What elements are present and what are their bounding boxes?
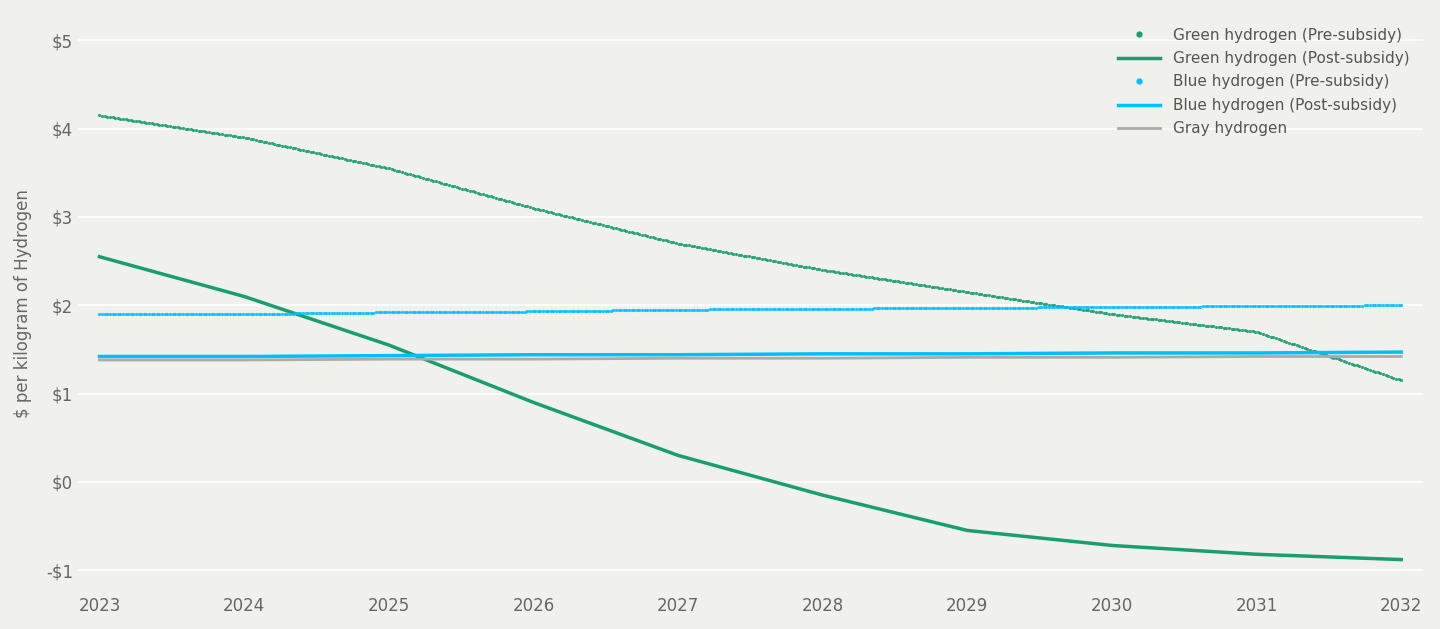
- Legend: Green hydrogen (Pre-subsidy), Green hydrogen (Post-subsidy), Blue hydrogen (Pre-: Green hydrogen (Pre-subsidy), Green hydr…: [1112, 21, 1416, 142]
- Y-axis label: $ per kilogram of Hydrogen: $ per kilogram of Hydrogen: [14, 189, 32, 418]
